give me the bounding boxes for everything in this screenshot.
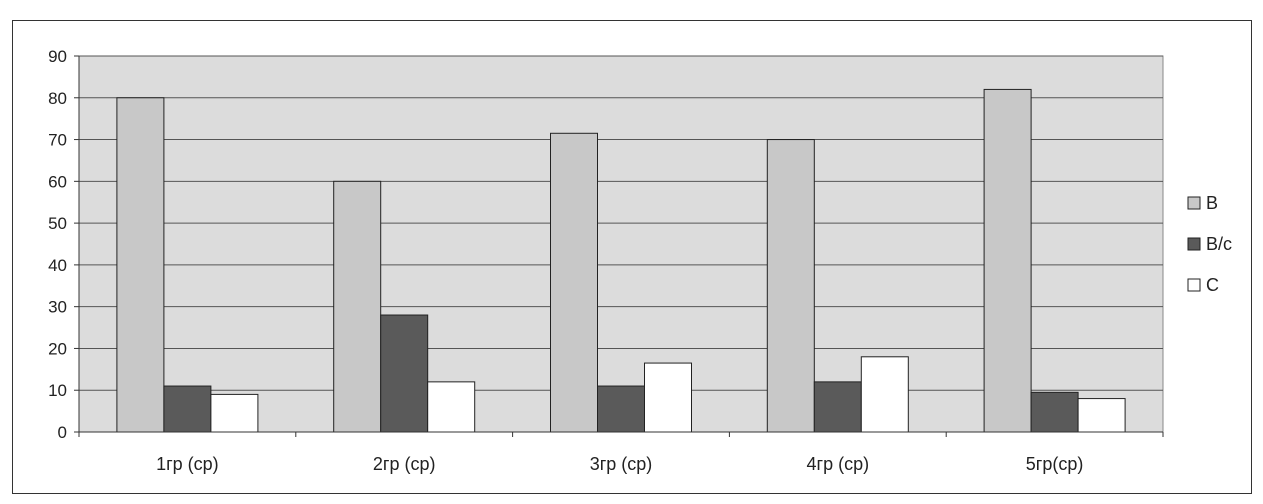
legend-label: В bbox=[1206, 193, 1218, 213]
y-tick-label: 60 bbox=[48, 172, 67, 191]
legend-label: С bbox=[1206, 275, 1219, 295]
y-tick-label: 0 bbox=[58, 423, 67, 442]
gridlines bbox=[79, 55, 1163, 391]
legend-swatch bbox=[1187, 278, 1201, 292]
bar-1-5 bbox=[983, 88, 1032, 433]
plot-area bbox=[78, 55, 1164, 433]
bars bbox=[116, 88, 1126, 433]
y-tick-label: 80 bbox=[48, 89, 67, 108]
bar-chart: 0 10 20 30 40 50 60 70 80 90 1гр (ср) 2гр (ср) 3гр (… bbox=[48, 47, 1232, 474]
legend-label: В/с bbox=[1206, 234, 1232, 254]
y-tick-label: 20 bbox=[48, 339, 67, 358]
y-tick-label: 30 bbox=[48, 298, 67, 317]
bar-1-1 bbox=[116, 97, 165, 433]
bar-1-4 bbox=[766, 139, 815, 433]
bar-2-5 bbox=[1030, 391, 1079, 433]
y-tick-label: 40 bbox=[48, 256, 67, 275]
y-tick-label: 50 bbox=[48, 214, 67, 233]
legend-entry-1: В bbox=[1187, 193, 1218, 213]
bar-2-1 bbox=[163, 385, 212, 433]
y-tick-label: 90 bbox=[48, 47, 67, 66]
bar-1-2 bbox=[333, 180, 382, 433]
bar-2-4 bbox=[813, 381, 862, 433]
x-tick-label: 3гр (ср) bbox=[590, 454, 653, 474]
x-tick-label: 2гр (ср) bbox=[373, 454, 436, 474]
bar-3-5 bbox=[1077, 398, 1126, 433]
bar-3-4 bbox=[860, 356, 909, 433]
legend: В В/с С bbox=[1187, 193, 1232, 295]
bar-3-2 bbox=[427, 381, 476, 433]
bar-3-3 bbox=[644, 362, 692, 433]
plot-background bbox=[78, 55, 1164, 433]
axes: 0 10 20 30 40 50 60 70 80 90 1гр (ср) 2гр (ср) 3гр (… bbox=[48, 47, 1164, 474]
bar-2-2 bbox=[380, 314, 429, 433]
legend-swatch bbox=[1187, 237, 1201, 251]
bar-3-1 bbox=[210, 393, 259, 433]
y-tick-label: 10 bbox=[48, 381, 67, 400]
bar-2-3 bbox=[597, 385, 645, 433]
x-tick-label: 4гр (ср) bbox=[807, 454, 870, 474]
y-tick-label: 70 bbox=[48, 131, 67, 150]
legend-entry-3: С bbox=[1187, 275, 1219, 295]
legend-swatch bbox=[1187, 196, 1201, 210]
chart-frame: 0 10 20 30 40 50 60 70 80 90 1гр (ср) 2гр (ср) 3гр (… bbox=[12, 20, 1252, 494]
x-tick-label: 5гр(ср) bbox=[1026, 454, 1084, 474]
x-tick-label: 1гр (ср) bbox=[156, 454, 219, 474]
legend-entry-2: В/с bbox=[1187, 234, 1232, 254]
bar-1-3 bbox=[550, 132, 598, 433]
